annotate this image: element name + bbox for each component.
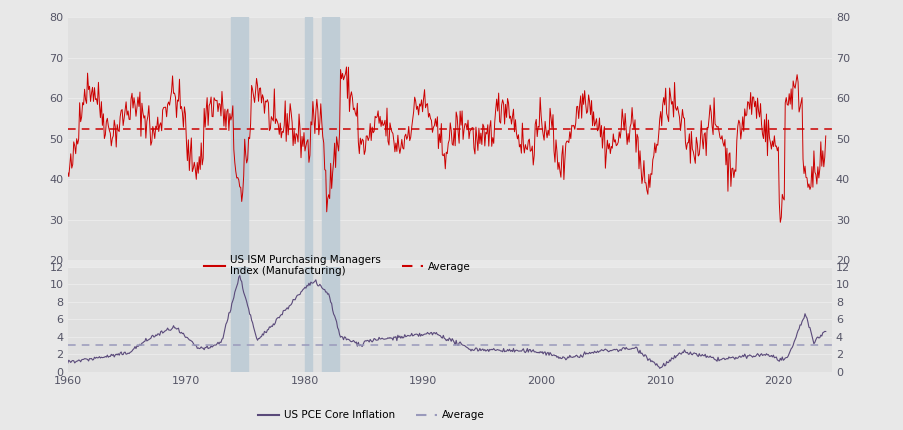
Bar [322,267,339,372]
Bar [304,17,312,260]
Legend: US ISM Purchasing Managers
Index (Manufacturing), Average: US ISM Purchasing Managers Index (Manufa… [204,255,470,276]
Legend: US PCE Core Inflation, Average: US PCE Core Inflation, Average [258,411,485,421]
Bar [230,267,248,372]
Bar [304,267,312,372]
Bar [230,17,248,260]
Bar [322,17,339,260]
